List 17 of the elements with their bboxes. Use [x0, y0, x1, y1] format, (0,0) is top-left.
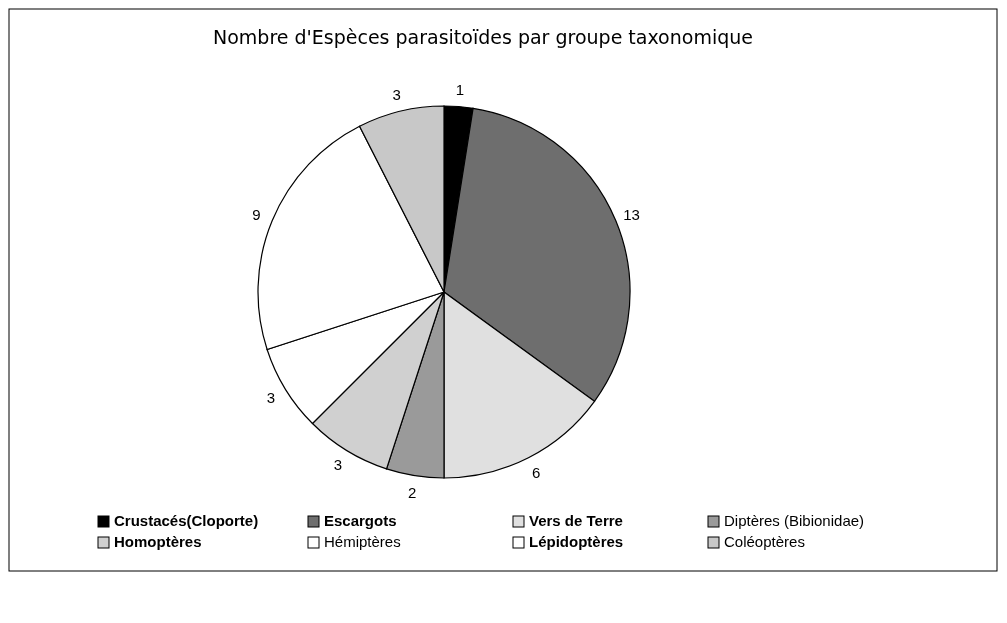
data-label: 3: [392, 85, 401, 103]
data-label: 1: [455, 80, 465, 98]
data-label: 6: [531, 464, 541, 482]
data-label: 9: [252, 205, 261, 223]
legend-label: Hémiptères: [324, 533, 401, 550]
legend-label: Lépidoptères: [529, 533, 624, 550]
data-label: 3: [333, 456, 343, 474]
legend-label: Homoptères: [114, 533, 202, 550]
chart-title: Nombre d'Espèces parasitoïdes par groupe taxonomique: [212, 26, 754, 48]
legend-label: Diptères (Bibionidae): [724, 512, 865, 529]
legend-label: Coléoptères: [724, 533, 805, 550]
legend-label: Escargots: [324, 512, 397, 529]
data-label: 3: [266, 389, 276, 407]
legend-label: Crustacés(Cloporte): [114, 512, 259, 529]
data-label: 2: [408, 483, 417, 501]
legend-label: Vers de Terre: [529, 512, 623, 529]
data-label: 13: [623, 205, 640, 223]
